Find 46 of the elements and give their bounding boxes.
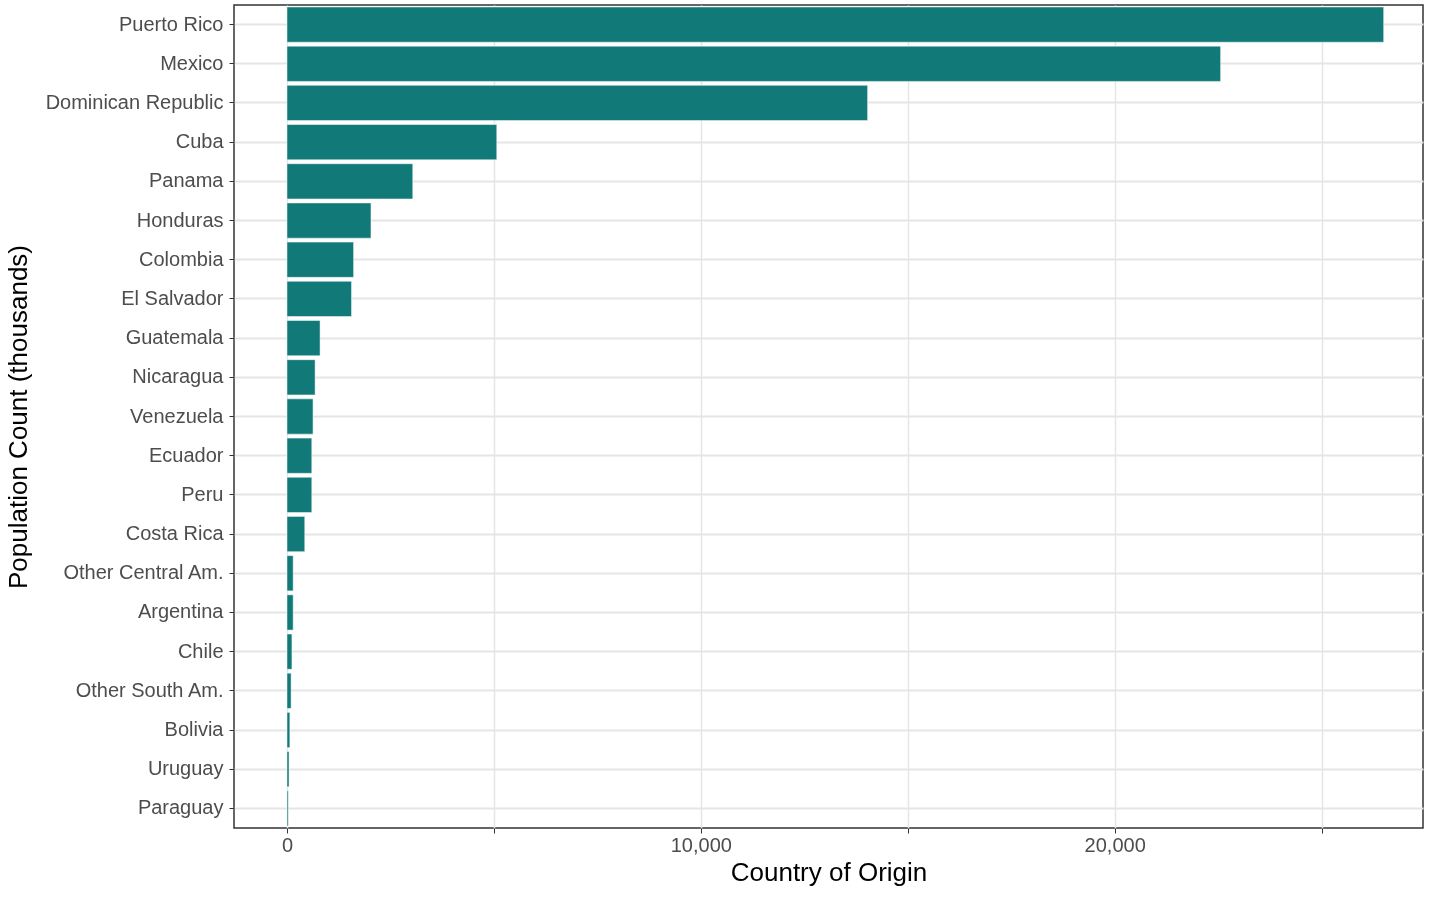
bar xyxy=(286,437,313,474)
y-tick-label: Paraguay xyxy=(137,796,224,819)
y-axis-title: Population Count (thousands) xyxy=(2,244,33,590)
bar xyxy=(286,594,294,631)
y-tick-label: Other Central Am. xyxy=(63,561,224,584)
x-tick-label: 10,000 xyxy=(670,833,732,856)
bar xyxy=(286,555,294,592)
y-tick-label: Puerto Rico xyxy=(119,12,224,35)
y-tick-label: Uruguay xyxy=(147,757,224,780)
y-tick-label: Chile xyxy=(177,639,224,662)
bar xyxy=(286,85,868,121)
y-tick-label: Cuba xyxy=(175,130,225,153)
y-tick-label: Dominican Republic xyxy=(45,90,224,113)
bar xyxy=(286,241,354,278)
y-tick-label: Panama xyxy=(149,169,225,192)
y-tick-label: Costa Rica xyxy=(125,522,225,545)
y-tick-label: Nicaragua xyxy=(132,365,225,388)
bar xyxy=(286,124,498,161)
y-tick-label: Bolivia xyxy=(164,718,225,741)
bar xyxy=(286,202,372,239)
y-tick-label: Guatemala xyxy=(125,326,225,349)
bar xyxy=(286,6,1384,43)
bar xyxy=(286,281,352,317)
y-tick-label: Honduras xyxy=(136,208,224,231)
bar xyxy=(286,398,314,435)
bar xyxy=(286,751,290,788)
y-tick-label: El Salvador xyxy=(121,286,224,309)
x-tick-label: 20,000 xyxy=(1084,833,1146,856)
x-tick-label: 0 xyxy=(281,833,294,856)
bar xyxy=(286,359,316,396)
bar xyxy=(286,477,313,513)
bar xyxy=(286,45,1221,82)
bar xyxy=(286,633,293,670)
y-tick-label: Argentina xyxy=(137,600,225,623)
bar xyxy=(286,712,291,748)
bar xyxy=(286,672,292,709)
bar xyxy=(286,320,321,356)
bar xyxy=(286,163,414,200)
y-tick-label: Peru xyxy=(181,482,224,505)
y-tick-label: Colombia xyxy=(139,247,225,270)
y-tick-label: Ecuador xyxy=(149,443,224,466)
y-tick-label: Mexico xyxy=(160,51,224,74)
y-tick-label: Other South Am. xyxy=(75,678,224,701)
y-tick-label: Venezuela xyxy=(130,404,225,427)
bar xyxy=(286,516,306,552)
x-axis-title: Country of Origin xyxy=(730,856,928,887)
